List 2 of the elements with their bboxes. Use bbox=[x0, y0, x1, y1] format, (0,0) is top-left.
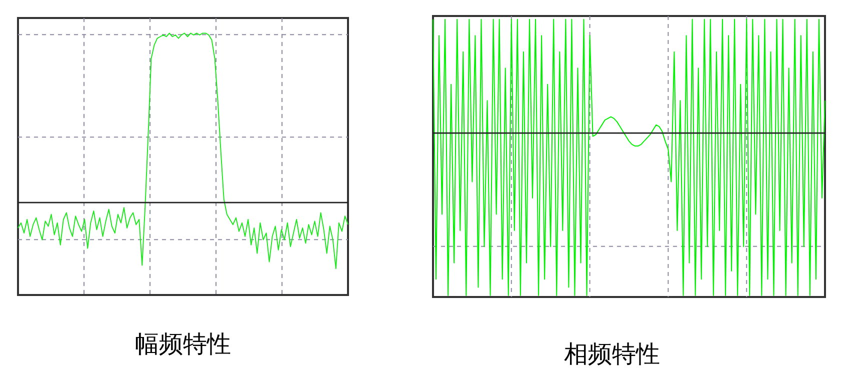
x-axis-title: 幅频特性 bbox=[135, 332, 231, 358]
x-axis-title: 相频特性 bbox=[564, 342, 660, 368]
